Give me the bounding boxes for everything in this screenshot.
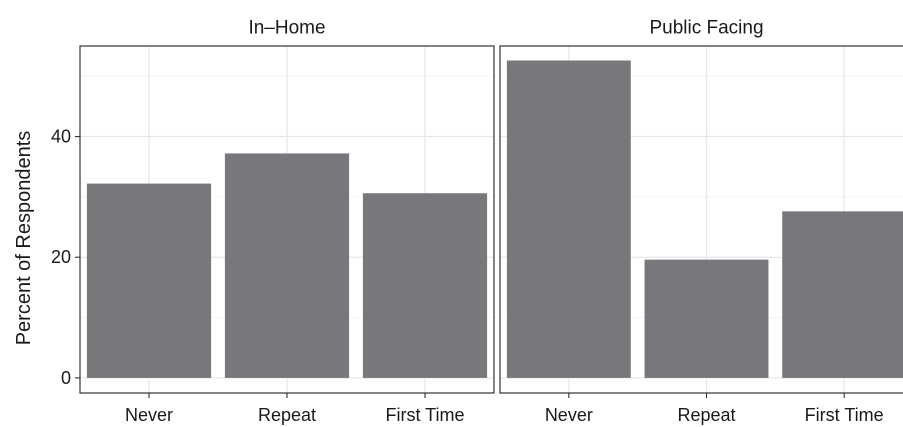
bar: [362, 193, 488, 378]
facet-panel: In–Home Never Repeat First Time: [79, 18, 495, 425]
bar: [86, 183, 212, 378]
bar: [644, 259, 769, 378]
facet-panel: Public Facing Never Repeat First Time: [499, 18, 903, 425]
y-axis: 0 20 40: [51, 127, 80, 388]
x-tick-label: Never: [545, 405, 593, 425]
y-tick-label: 0: [61, 368, 71, 388]
bar: [782, 211, 903, 378]
y-axis-title: Percent of Respondents: [13, 131, 35, 346]
facet-strip-label: In–Home: [248, 18, 325, 39]
x-tick-label: Never: [125, 405, 173, 425]
bar: [506, 60, 631, 378]
x-tick-label: Repeat: [677, 405, 735, 425]
y-tick-label: 40: [51, 127, 71, 147]
x-tick-label: First Time: [386, 405, 465, 425]
y-tick-label: 20: [51, 247, 71, 267]
bar: [224, 153, 350, 378]
facet-strip-label: Public Facing: [649, 18, 763, 39]
x-tick-label: Repeat: [258, 405, 316, 425]
x-tick-label: First Time: [805, 405, 884, 425]
